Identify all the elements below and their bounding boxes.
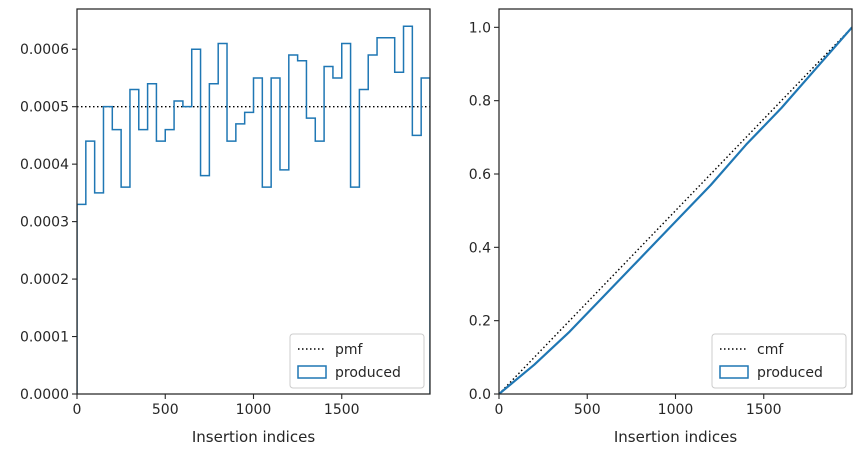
legend-label-pmf: pmf [335,342,364,358]
x-tick-label: 0 [495,402,504,418]
legend-box [711,333,847,389]
histogram-bin [245,112,254,394]
x-axis-label: Insertion indices [614,428,737,446]
histogram-bin [86,141,95,394]
pmf-histogram-panel: 0 500 1000 1500 0.0000 0.0001 0.0002 0.0003 0.00… [20,8,431,446]
histogram-bin [262,187,271,394]
histogram-bin [271,78,280,394]
y-tick-label: 0.0000 [20,387,69,403]
series-produced-step [77,25,430,394]
histogram-bin [121,187,130,394]
y-tick-label: 0.0001 [20,330,69,346]
histogram-bin [156,141,165,394]
y-tick-label: 0.8 [469,94,491,110]
x-axis-label: Insertion indices [192,428,315,446]
y-tick-label: 0.0006 [20,42,69,58]
y-tick-label: 0.0003 [20,215,69,231]
histogram-bin [148,84,157,394]
histogram-bin [139,130,148,394]
histogram-bin [77,204,86,394]
legend-label-produced: produced [757,365,823,381]
y-tick-label: 0.2 [469,314,491,330]
histogram-bin [227,141,236,394]
histogram-bin [236,124,245,394]
x-tick-label: 500 [152,402,179,418]
legend-swatch-produced [297,365,327,379]
y-tick-label: 1.0 [469,20,491,36]
series-cmf-line [499,26,852,394]
histogram-bin [254,78,263,394]
histogram-bin [201,176,210,394]
histogram-bin [165,130,174,394]
histogram-bin [183,107,192,394]
histogram-bin [209,84,218,394]
histogram-bin [280,170,289,394]
legend-label-cmf: cmf [757,342,784,358]
y-tick-label: 0.6 [469,167,491,183]
y-tick-label: 0.0 [469,387,491,403]
y-tick-label: 0.0004 [20,157,69,173]
histogram-bin [112,130,121,394]
cmf-line-panel: 0 500 1000 1500 0.0 0.2 0.4 0.6 0.8 1.0 Insertion … [469,8,853,446]
legend: cmf produced [711,333,847,389]
series-produced-line [499,26,852,394]
histogram-bin [192,49,201,394]
legend-label-produced: produced [335,365,401,381]
y-tick-label: 0.0005 [20,100,69,116]
x-tick-label: 1000 [658,402,694,418]
histogram-bin [103,107,112,394]
legend-box [289,333,425,389]
plot-area [499,26,852,394]
plot-area [77,25,430,394]
legend-swatch-produced [719,365,749,379]
legend: pmf produced [289,333,425,389]
y-tick-label: 0.4 [469,240,491,256]
y-tick-label: 0.0002 [20,272,69,288]
histogram-bin [130,89,139,394]
x-tick-label: 1000 [236,402,272,418]
x-tick-label: 1500 [324,402,360,418]
histogram-bin [174,101,183,394]
x-tick-label: 1500 [746,402,782,418]
histogram-bin [95,193,104,394]
x-tick-label: 0 [73,402,82,418]
histogram-bin [218,43,227,394]
x-tick-label: 500 [574,402,601,418]
